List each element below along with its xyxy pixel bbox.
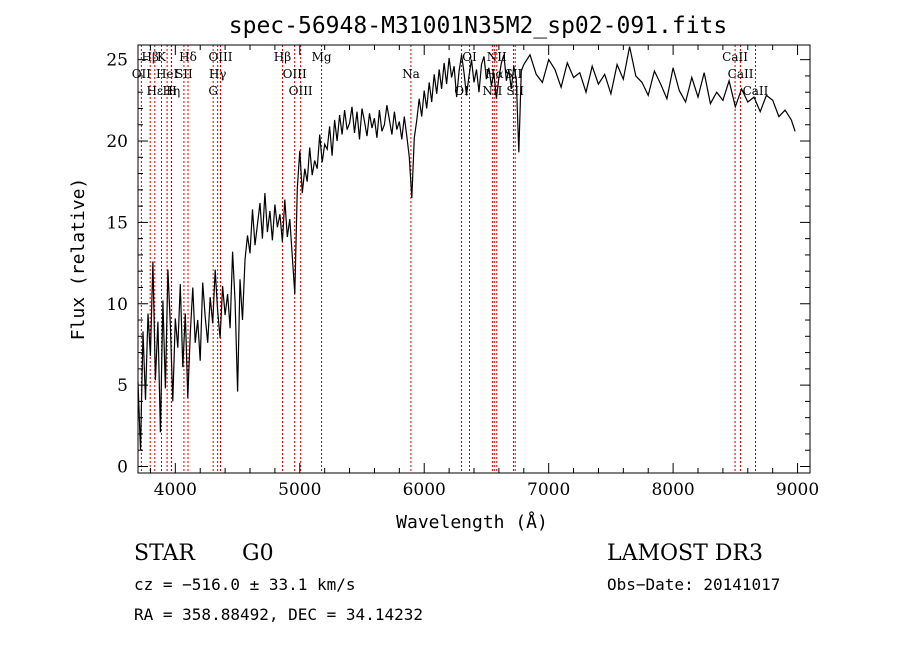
spectral-line-label: OIII bbox=[208, 50, 232, 64]
x-axis-ticks: 4000 5000 6000 7000 8000 9000 bbox=[149, 45, 819, 500]
object-subclass: G0 bbox=[242, 541, 274, 566]
y-tick-label: 5 bbox=[117, 376, 128, 396]
x-tick-label: 8000 bbox=[651, 480, 694, 500]
spectral-line-labels: Hβ OII Hε K HeI Hη Hδ SII H OIII Hγ G Hβ OIII OIII Mg Na… bbox=[132, 50, 769, 98]
object-class: STAR bbox=[134, 541, 196, 566]
x-tick-label: 6000 bbox=[403, 480, 446, 500]
spectral-line-label: CaII bbox=[728, 67, 754, 81]
spectral-line-label: Hβ bbox=[274, 50, 291, 64]
spectral-line-label: Hη bbox=[163, 84, 181, 98]
x-tick-label: 7000 bbox=[527, 480, 570, 500]
y-axis-ticks: 0 5 10 15 20 25 bbox=[106, 51, 810, 477]
spectral-line-label: K bbox=[157, 50, 167, 64]
spectral-line-label: SII bbox=[506, 84, 524, 98]
spectral-line-label: OII bbox=[132, 67, 152, 81]
spectral-line-label: NII bbox=[482, 84, 502, 98]
spectral-line-label: Na bbox=[402, 67, 420, 81]
spectral-line-label: SII bbox=[175, 67, 193, 81]
survey-name: LAMOST DR3 bbox=[607, 541, 763, 566]
plot-frame bbox=[137, 44, 811, 474]
x-tick-label: 9000 bbox=[776, 480, 819, 500]
x-axis-label: Wavelength (Å) bbox=[396, 511, 548, 533]
spectral-line-label: CaII bbox=[743, 84, 769, 98]
y-tick-label: 20 bbox=[106, 132, 128, 152]
spectral-line-label: G bbox=[208, 84, 218, 98]
spectral-line-label: OIII bbox=[283, 67, 307, 81]
y-tick-label: 0 bbox=[117, 457, 128, 477]
y-tick-label: 25 bbox=[106, 51, 128, 71]
spectral-line-label: H bbox=[166, 84, 176, 98]
redshift-text: cz = −516.0 ± 33.1 km/s bbox=[134, 575, 356, 594]
y-axis-label: Flux (relative) bbox=[68, 178, 89, 341]
coordinates-text: RA = 358.88492, DEC = 34.14232 bbox=[134, 605, 423, 624]
spectrum-series-line bbox=[137, 46, 796, 451]
x-tick-label: 4000 bbox=[154, 480, 197, 500]
spectral-line-label: OI bbox=[462, 50, 477, 64]
spectral-line-label: Mg bbox=[312, 50, 332, 64]
spectral-line-label: CaII bbox=[722, 50, 748, 64]
y-tick-label: 15 bbox=[106, 213, 128, 233]
spectral-line-markers bbox=[140, 45, 756, 473]
spectral-line-label: OIII bbox=[289, 84, 313, 98]
spectral-line-label: Hβ bbox=[141, 50, 158, 64]
chart-title: spec-56948-M31001N35M2_sp02-091.fits bbox=[229, 13, 728, 39]
observation-date: Obs−Date: 20141017 bbox=[607, 575, 780, 594]
spectral-line-label: Hγ bbox=[209, 67, 227, 81]
x-tick-label: 5000 bbox=[278, 480, 321, 500]
spectral-line-label: HeI bbox=[156, 67, 179, 81]
spectral-line-label: Hδ bbox=[179, 50, 197, 64]
y-tick-label: 10 bbox=[106, 295, 128, 315]
spectral-line-label: Hε bbox=[146, 84, 163, 98]
